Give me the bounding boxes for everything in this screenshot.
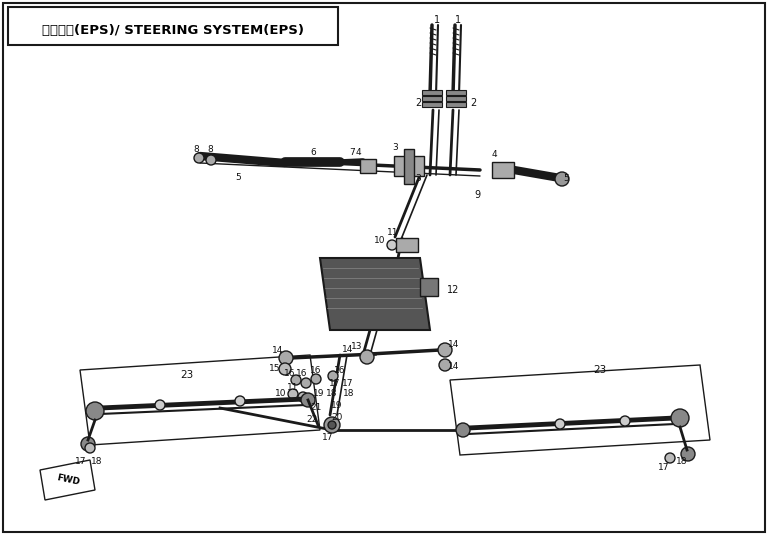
Circle shape xyxy=(328,421,336,429)
Text: 3: 3 xyxy=(415,173,421,182)
Text: FWD: FWD xyxy=(55,473,81,487)
Circle shape xyxy=(291,375,301,385)
Circle shape xyxy=(387,240,397,250)
Circle shape xyxy=(301,378,311,388)
Circle shape xyxy=(279,351,293,365)
Text: 13: 13 xyxy=(351,341,362,350)
Bar xyxy=(492,162,514,178)
Circle shape xyxy=(86,402,104,420)
Circle shape xyxy=(311,374,321,384)
Text: 10: 10 xyxy=(374,235,386,244)
Text: 3: 3 xyxy=(392,142,398,151)
Bar xyxy=(422,96,442,101)
Text: 23: 23 xyxy=(594,365,607,375)
Circle shape xyxy=(155,400,165,410)
Circle shape xyxy=(324,417,340,433)
Text: 11: 11 xyxy=(287,383,299,392)
Bar xyxy=(396,238,418,252)
Bar xyxy=(404,149,414,184)
Bar xyxy=(422,102,442,107)
Text: 7: 7 xyxy=(349,148,355,157)
Text: 5: 5 xyxy=(235,172,241,181)
Bar xyxy=(420,278,438,296)
Circle shape xyxy=(620,416,630,426)
Circle shape xyxy=(298,392,308,402)
Text: 16: 16 xyxy=(310,365,322,374)
Circle shape xyxy=(360,350,374,364)
Circle shape xyxy=(671,409,689,427)
Circle shape xyxy=(206,155,216,165)
Text: 23: 23 xyxy=(180,370,194,380)
Text: 2: 2 xyxy=(415,98,421,108)
Circle shape xyxy=(555,172,569,186)
Text: 11: 11 xyxy=(387,227,399,236)
Text: 19: 19 xyxy=(313,388,325,398)
Text: 4: 4 xyxy=(355,148,361,157)
Circle shape xyxy=(301,393,315,407)
Text: 19: 19 xyxy=(331,401,343,409)
Text: 12: 12 xyxy=(447,285,459,295)
Text: 8: 8 xyxy=(207,144,213,154)
Bar xyxy=(422,90,442,95)
Circle shape xyxy=(279,363,291,375)
Bar xyxy=(394,156,424,176)
Text: 16: 16 xyxy=(334,365,346,374)
Text: 18: 18 xyxy=(677,457,688,467)
Circle shape xyxy=(194,153,204,163)
Text: 14: 14 xyxy=(449,362,460,371)
Text: 18: 18 xyxy=(343,389,355,399)
Text: 14: 14 xyxy=(343,345,354,354)
Circle shape xyxy=(439,359,451,371)
Bar xyxy=(446,90,466,95)
Text: 15: 15 xyxy=(270,363,281,372)
Circle shape xyxy=(438,343,452,357)
Text: 1: 1 xyxy=(434,15,440,25)
Text: 9: 9 xyxy=(474,190,480,200)
Text: 8: 8 xyxy=(193,144,199,154)
Text: 20: 20 xyxy=(331,414,343,423)
Text: 转向系统(EPS)/ STEERING SYSTEM(EPS): 转向系统(EPS)/ STEERING SYSTEM(EPS) xyxy=(42,24,304,36)
Text: 5: 5 xyxy=(563,173,569,182)
Text: 17: 17 xyxy=(75,457,87,467)
Text: 14: 14 xyxy=(449,340,460,348)
Circle shape xyxy=(288,389,298,399)
Bar xyxy=(8,7,338,45)
Circle shape xyxy=(681,447,695,461)
Circle shape xyxy=(456,423,470,437)
Text: 1: 1 xyxy=(455,15,461,25)
Circle shape xyxy=(328,371,338,381)
Bar xyxy=(360,159,376,173)
Text: 17: 17 xyxy=(343,379,354,388)
Text: 17: 17 xyxy=(323,432,334,441)
Bar xyxy=(446,102,466,107)
Text: 16: 16 xyxy=(296,369,308,378)
Circle shape xyxy=(555,419,565,429)
Text: 22: 22 xyxy=(306,416,318,424)
Text: 18: 18 xyxy=(91,457,103,467)
Text: 14: 14 xyxy=(273,346,283,355)
Text: 17: 17 xyxy=(329,379,341,388)
Text: 17: 17 xyxy=(658,463,670,472)
Bar xyxy=(446,96,466,101)
Circle shape xyxy=(235,396,245,406)
Text: 10: 10 xyxy=(275,388,286,398)
Circle shape xyxy=(81,437,95,451)
Text: 21: 21 xyxy=(310,403,322,412)
Text: 2: 2 xyxy=(470,98,476,108)
Text: 18: 18 xyxy=(326,389,338,399)
Circle shape xyxy=(85,443,95,453)
Polygon shape xyxy=(320,258,430,330)
Polygon shape xyxy=(40,460,95,500)
Text: 4: 4 xyxy=(492,149,497,158)
Text: 16: 16 xyxy=(284,369,296,378)
Text: 6: 6 xyxy=(310,148,316,157)
Circle shape xyxy=(665,453,675,463)
